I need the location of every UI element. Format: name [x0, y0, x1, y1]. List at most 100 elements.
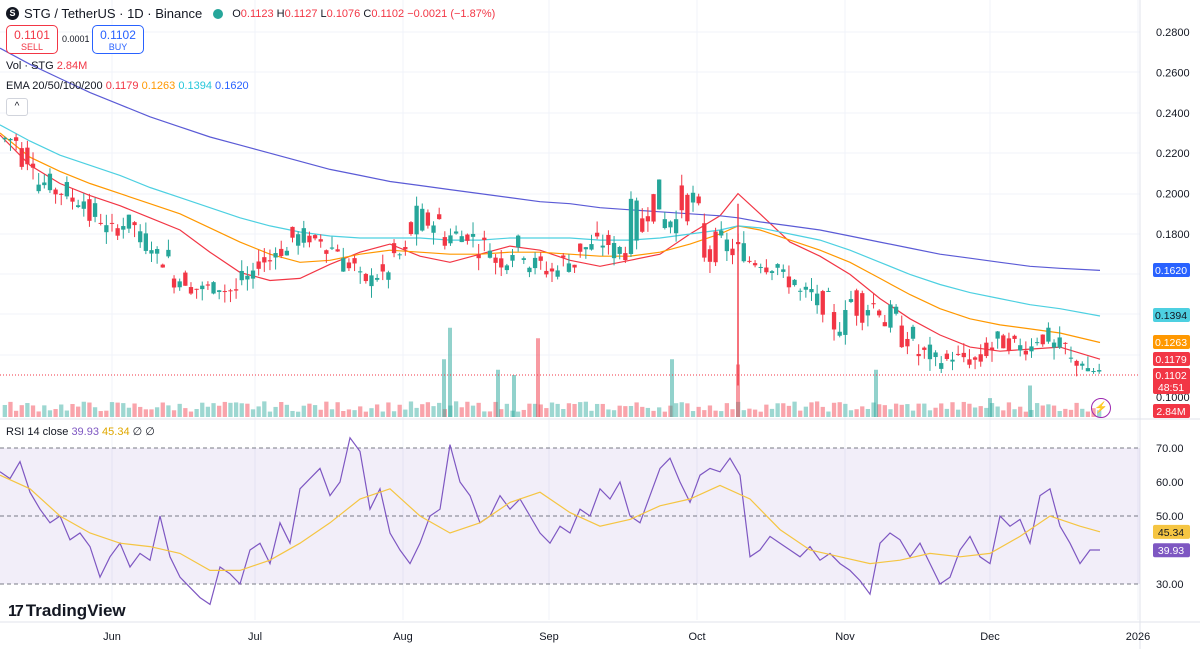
tradingview-logo[interactable]: 17 TradingView: [8, 601, 126, 620]
candle-body: [747, 260, 752, 262]
candle-body: [126, 214, 132, 229]
candle-body: [555, 270, 560, 277]
candle-body: [724, 239, 730, 252]
volume-legend[interactable]: Vol · STG 2.84M: [6, 60, 88, 72]
price-axis[interactable]: 0.2800 0.2600 0.2400 0.2200 0.2000 0.1800 0.10…: [1156, 27, 1190, 591]
ema-legend[interactable]: EMA 20/50/100/200 0.1179 0.1263 0.1394 0…: [6, 80, 249, 92]
volume-bar: [188, 411, 194, 417]
volume-bar: [561, 409, 566, 417]
volume-bar: [296, 411, 301, 417]
volume-bar: [8, 401, 13, 417]
volume-bar: [504, 403, 510, 417]
candle-body: [668, 221, 673, 228]
volume-bars: [2, 327, 1102, 417]
ema100-line: [0, 124, 1101, 317]
lightning-icon[interactable]: ⚡: [1091, 398, 1111, 418]
volume-bar: [696, 406, 701, 417]
candle-body: [386, 272, 391, 280]
candle-body: [972, 357, 978, 360]
candle-body: [205, 284, 211, 286]
candle-body: [403, 246, 408, 250]
sell-button[interactable]: 0.1101 SELL: [6, 25, 58, 54]
candle-body: [470, 233, 476, 237]
candle-body: [1091, 371, 1096, 373]
candle-body: [1057, 337, 1062, 348]
volume-bar: [905, 404, 910, 417]
volume-bar: [143, 409, 148, 417]
volume-bar: [301, 405, 306, 417]
rsi-tick-label: 30.00: [1156, 579, 1184, 591]
candle-body: [166, 249, 171, 257]
collapse-legend-button[interactable]: ^: [6, 98, 28, 116]
volume-bar: [352, 410, 357, 417]
volume-bar: [284, 404, 290, 417]
time-tick-label: Nov: [835, 631, 855, 643]
candle-body: [47, 173, 53, 191]
candle-body: [380, 264, 385, 272]
volume-bar: [329, 409, 335, 417]
rsi-legend[interactable]: RSI 14 close 39.93 45.34 ∅ ∅: [6, 426, 155, 438]
volume-bar: [64, 410, 70, 417]
volume-bar: [448, 327, 452, 417]
candle-body: [1051, 342, 1057, 348]
candle-body: [702, 223, 707, 258]
candle-body: [910, 326, 916, 339]
candle-body: [420, 208, 425, 231]
candle-body: [19, 148, 24, 167]
candle-body: [758, 266, 763, 268]
sell-label: SELL: [20, 42, 44, 52]
volume-bar: [848, 410, 854, 417]
volume-bar: [843, 403, 848, 417]
volume-bar: [30, 405, 36, 417]
volume-bar: [324, 401, 329, 417]
volume-bar: [408, 401, 414, 417]
volume-bar: [527, 403, 532, 417]
candle-body: [854, 290, 859, 316]
buy-button[interactable]: 0.1102 BUY: [92, 25, 144, 54]
candle-body: [154, 249, 160, 254]
volume-bar: [809, 402, 814, 417]
volume-bar: [1028, 385, 1032, 417]
candles: [2, 133, 1102, 386]
candle-body: [369, 275, 374, 287]
ema20-line: [0, 134, 1101, 360]
candle-body: [346, 262, 352, 269]
candle-body: [995, 331, 1000, 339]
candle-body: [798, 290, 803, 292]
candle-body: [741, 243, 746, 262]
volume-bar: [1040, 405, 1045, 417]
candle-body: [730, 248, 735, 256]
volume-bar: [2, 404, 7, 417]
candle-body: [544, 270, 549, 275]
time-axis[interactable]: Jun Jul Aug Sep Oct Nov Dec 2026: [103, 631, 1150, 643]
volume-bar: [166, 405, 171, 417]
volume-bar: [944, 408, 950, 417]
symbol-header[interactable]: S STG / TetherUS · 1D · Binance O0.1123 …: [6, 6, 495, 21]
volume-bar: [476, 402, 481, 417]
candle-body: [527, 267, 532, 273]
candle-body: [606, 234, 611, 245]
candle-body: [414, 205, 419, 235]
candle-body: [719, 230, 724, 236]
volume-bar: [978, 406, 983, 417]
candle-body: [149, 250, 154, 254]
candle-body: [860, 293, 865, 323]
volume-bar: [104, 410, 109, 417]
candle-body: [217, 290, 222, 292]
volume-bar: [380, 411, 385, 417]
candle-body: [92, 203, 98, 217]
candle-body: [493, 257, 498, 263]
volume-bar: [149, 409, 154, 417]
volume-bar: [871, 402, 876, 417]
change-value: −0.0021 (−1.87%): [407, 7, 496, 20]
volume-bar: [487, 411, 493, 417]
price-tag-label: 0.1263: [1155, 337, 1187, 349]
candle-body: [262, 257, 267, 263]
candle-body: [532, 257, 538, 269]
volume-bar: [1085, 411, 1091, 417]
candle-body: [87, 199, 92, 221]
volume-bar: [369, 408, 374, 417]
rsi-tag: [1153, 524, 1190, 539]
volume-bar: [536, 338, 540, 417]
